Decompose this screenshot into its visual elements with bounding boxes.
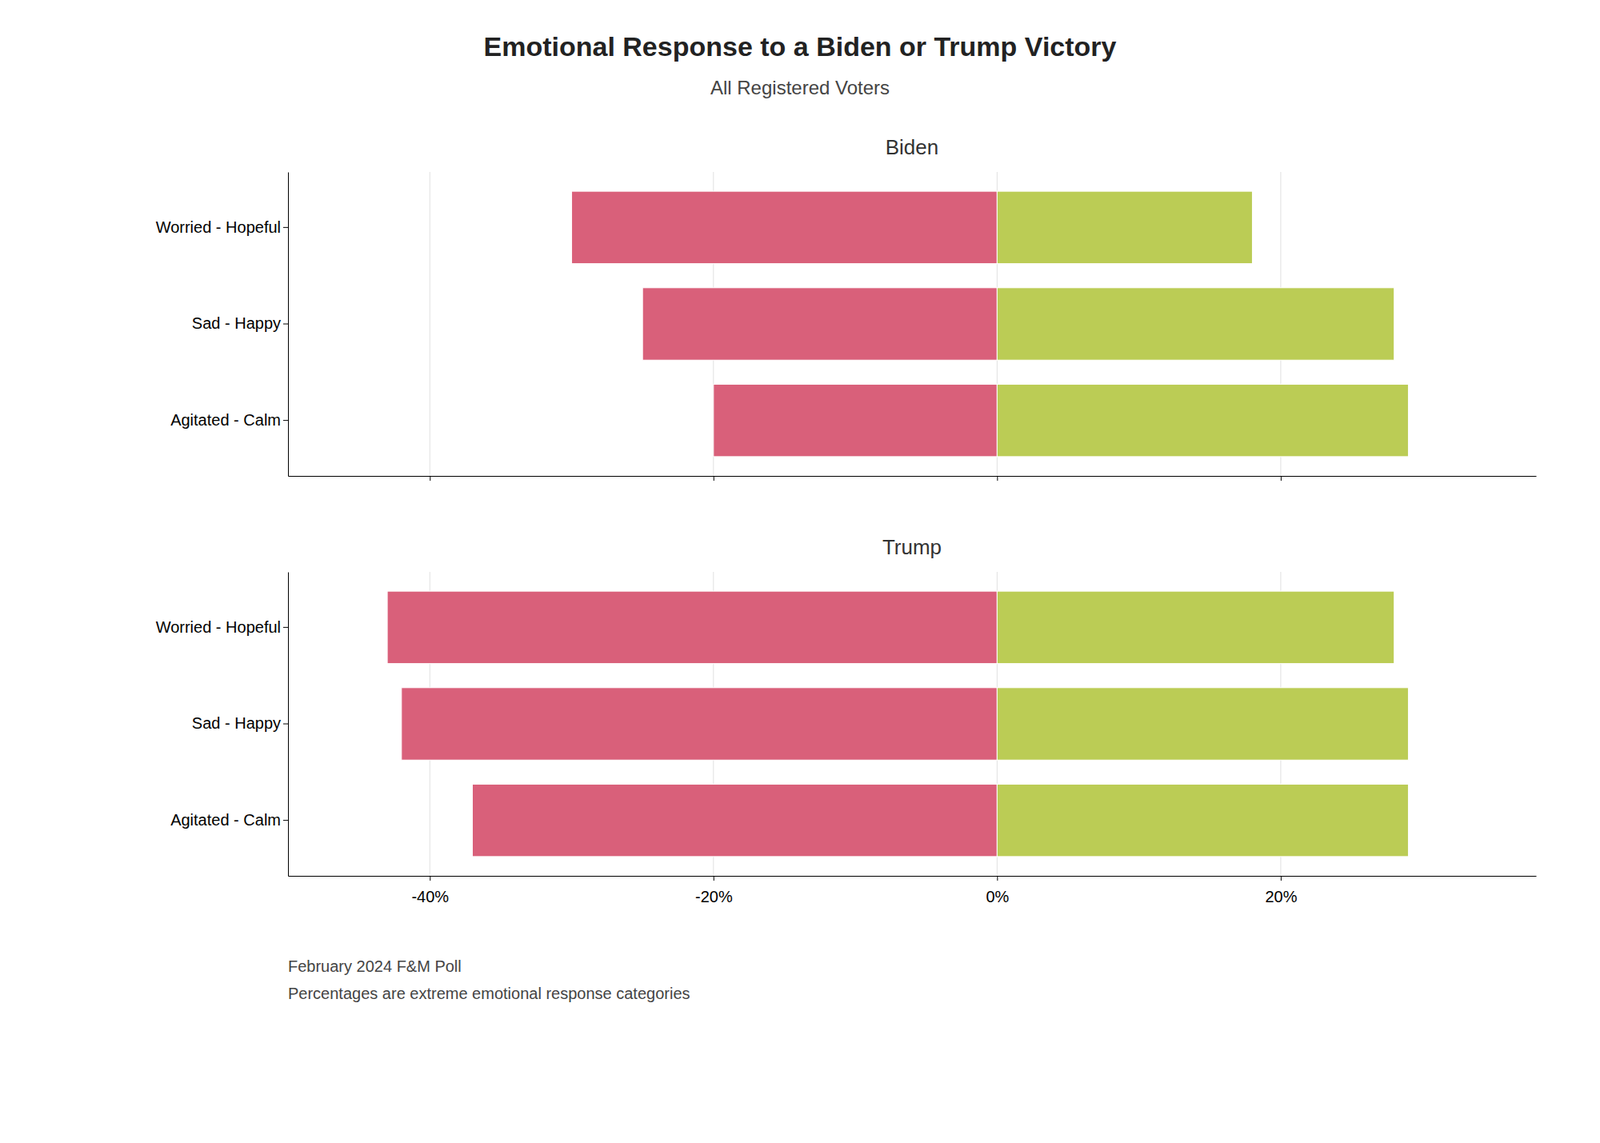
tick-mark xyxy=(429,876,431,881)
y-axis: Worried - Hopeful Sad - Happy Agitated - C… xyxy=(156,172,289,477)
axis-line xyxy=(288,572,289,877)
y-tick: Agitated - Calm xyxy=(170,411,288,429)
tick-mark xyxy=(1280,876,1282,881)
tick-label: -40% xyxy=(411,888,449,906)
bar xyxy=(572,191,998,264)
bar xyxy=(713,384,998,456)
x-tick xyxy=(713,476,715,481)
bars xyxy=(572,191,1409,457)
bar xyxy=(996,688,1408,760)
x-axis: -40% -20% 0% 20% xyxy=(288,876,1537,906)
x-tick xyxy=(429,476,431,481)
x-axis xyxy=(288,476,1537,481)
panel: -40% -20% 0% 20% Worried - Hopeful Sad - Happ… xyxy=(156,535,1537,906)
bar xyxy=(642,288,997,360)
tick-label: Sad - Happy xyxy=(192,314,281,332)
tick-mark xyxy=(283,724,288,725)
tick-label: Worried - Hopeful xyxy=(156,218,281,236)
footnote: February 2024 F&M Poll xyxy=(288,957,462,976)
y-tick: Sad - Happy xyxy=(192,314,288,332)
x-tick xyxy=(996,476,998,481)
x-tick xyxy=(1280,476,1282,481)
tick-label: Agitated - Calm xyxy=(170,411,281,429)
panel: Worried - Hopeful Sad - Happy Agitated - C… xyxy=(156,135,1537,481)
tick-label: -20% xyxy=(695,888,733,906)
tick-mark xyxy=(283,627,288,628)
bar xyxy=(387,591,997,664)
bar xyxy=(996,191,1252,264)
tick-mark xyxy=(283,324,288,325)
x-tick: -40% xyxy=(411,876,449,906)
bar xyxy=(996,784,1408,856)
tick-label: 20% xyxy=(1264,888,1297,906)
x-tick: 0% xyxy=(985,876,1009,906)
bar xyxy=(996,288,1394,360)
axis-line xyxy=(288,476,1537,477)
tick-mark xyxy=(996,476,998,481)
title: Emotional Response to a Biden or Trump V… xyxy=(484,31,1117,62)
tick-label: 0% xyxy=(985,888,1009,906)
panel-title: Trump xyxy=(882,535,942,560)
chart-svg: Emotional Response to a Biden or Trump V… xyxy=(0,0,1600,1143)
panel-title: Biden xyxy=(885,135,940,160)
bar xyxy=(996,591,1394,664)
bar xyxy=(401,688,998,760)
footnote: Percentages are extreme emotional respon… xyxy=(288,984,691,1003)
bars xyxy=(387,591,1408,857)
tick-mark xyxy=(283,820,288,821)
y-tick: Worried - Hopeful xyxy=(156,218,288,236)
axis-line xyxy=(288,172,289,477)
x-tick: 20% xyxy=(1264,876,1297,906)
tick-label: Worried - Hopeful xyxy=(156,618,281,636)
x-tick: -20% xyxy=(695,876,733,906)
y-tick: Worried - Hopeful xyxy=(156,618,288,636)
tick-mark xyxy=(996,876,998,881)
tick-mark xyxy=(283,227,288,228)
tick-mark xyxy=(1280,476,1282,481)
y-tick: Sad - Happy xyxy=(192,714,288,732)
grid-line xyxy=(429,172,431,476)
tick-mark xyxy=(283,420,288,421)
tick-label: Agitated - Calm xyxy=(170,811,281,829)
bar xyxy=(472,784,997,856)
y-axis: Worried - Hopeful Sad - Happy Agitated - C… xyxy=(156,572,289,877)
tick-mark xyxy=(429,476,431,481)
subtitle: All Registered Voters xyxy=(710,76,890,99)
tick-mark xyxy=(713,476,715,481)
chart-container: Emotional Response to a Biden or Trump V… xyxy=(0,0,1600,1143)
tick-mark xyxy=(713,876,715,881)
y-tick: Agitated - Calm xyxy=(170,811,288,829)
tick-label: Sad - Happy xyxy=(192,714,281,732)
axis-line xyxy=(288,876,1537,877)
bar xyxy=(996,384,1408,456)
